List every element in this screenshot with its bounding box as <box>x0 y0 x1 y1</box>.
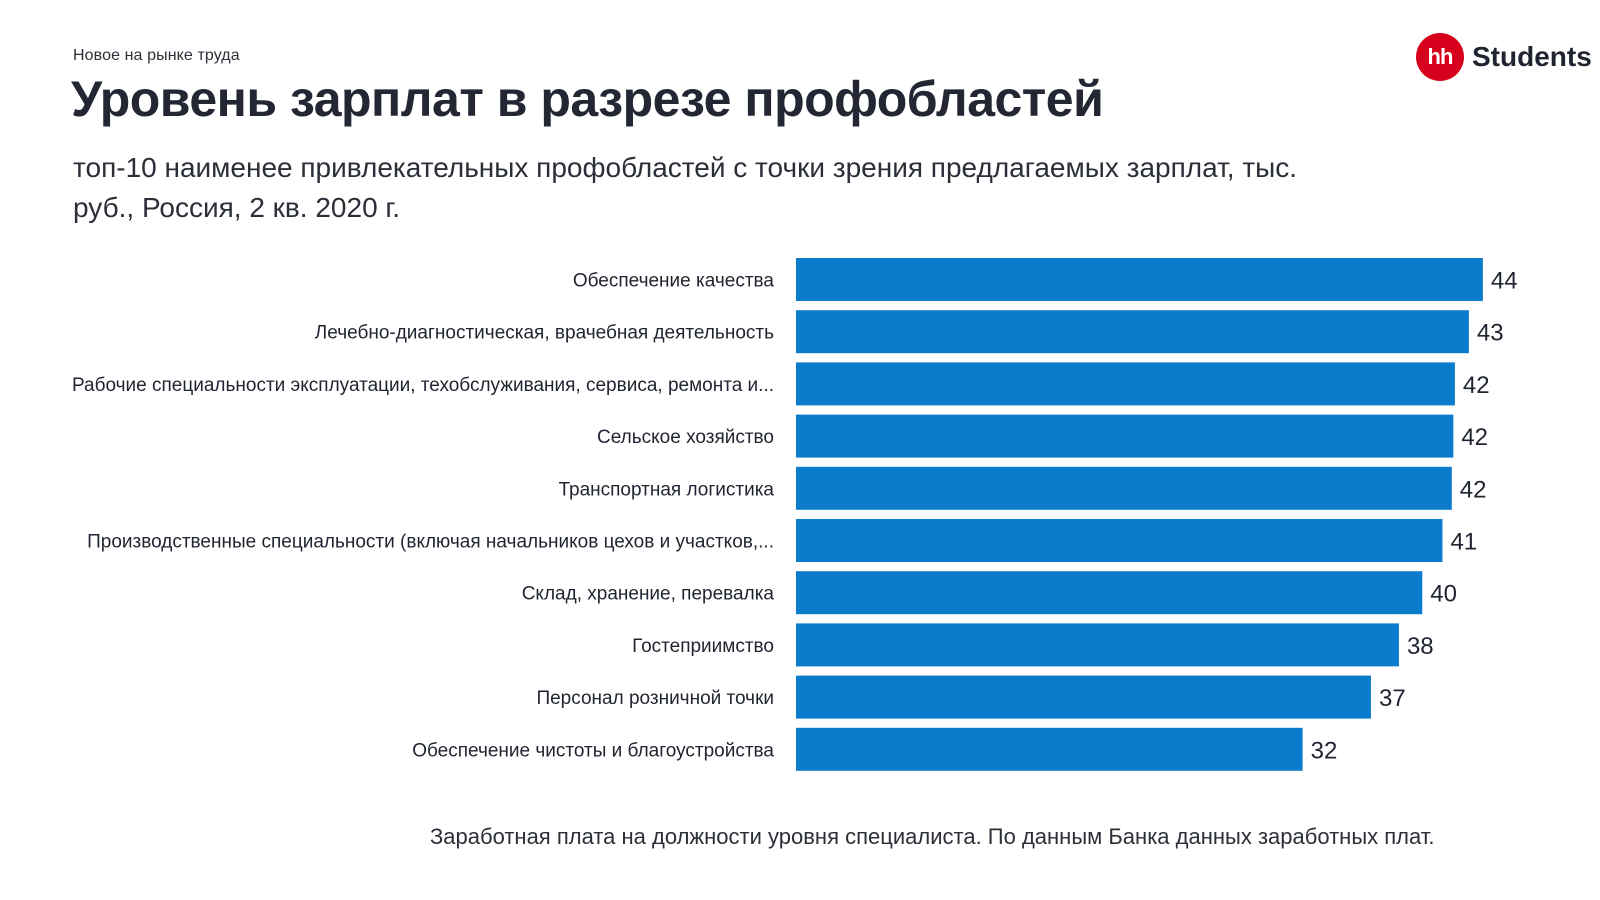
bar-4 <box>796 414 1454 458</box>
brand-logo: hh Students <box>1416 33 1592 81</box>
value-label-6: 41 <box>1450 529 1477 556</box>
hh-logo-icon: hh <box>1416 33 1464 81</box>
footnote: Заработная плата на должности уровня спе… <box>430 824 1435 849</box>
page-title: Уровень зарплат в разрезе профобластей <box>71 71 1104 127</box>
subtitle: топ-10 наименее привлекательных профобла… <box>73 152 1298 223</box>
category-label-7: Склад, хранение, перевалка <box>522 584 775 605</box>
category-label-4: Сельское хозяйство <box>597 427 774 448</box>
bar-6 <box>796 519 1443 562</box>
category-label-2: Лечебно-диагностическая, врачебная деяте… <box>315 323 774 344</box>
bar-7 <box>796 571 1423 615</box>
value-label-7: 40 <box>1430 581 1457 608</box>
value-label-8: 38 <box>1407 633 1434 660</box>
value-label-3: 42 <box>1463 372 1490 399</box>
value-label-1: 44 <box>1491 268 1518 295</box>
bar-2 <box>796 310 1469 354</box>
value-label-4: 42 <box>1461 424 1488 451</box>
value-label-2: 43 <box>1477 320 1504 347</box>
bar-5 <box>796 466 1452 510</box>
category-label-3: Рабочие специальности эксплуатации, техо… <box>72 375 774 396</box>
bar-10 <box>796 727 1303 771</box>
value-label-10: 32 <box>1311 737 1338 764</box>
brand-name: Students <box>1472 41 1592 72</box>
value-label-5: 42 <box>1460 476 1487 503</box>
bar-9 <box>796 675 1371 719</box>
category-label-10: Обеспечение чистоты и благоустройства <box>412 740 774 761</box>
category-label-8: Гостеприимство <box>632 636 774 657</box>
category-label-9: Персонал розничной точки <box>536 688 774 709</box>
bar-1 <box>796 258 1483 301</box>
category-label-6: Производственные специальности (включая … <box>87 532 774 553</box>
category-label-5: Транспортная логистика <box>558 479 774 500</box>
kicker: Новое на рынке труда <box>73 47 240 64</box>
category-label-1: Обеспечение качества <box>573 271 775 292</box>
bar-8 <box>796 623 1399 667</box>
bar-3 <box>796 362 1455 406</box>
value-label-9: 37 <box>1379 685 1406 712</box>
